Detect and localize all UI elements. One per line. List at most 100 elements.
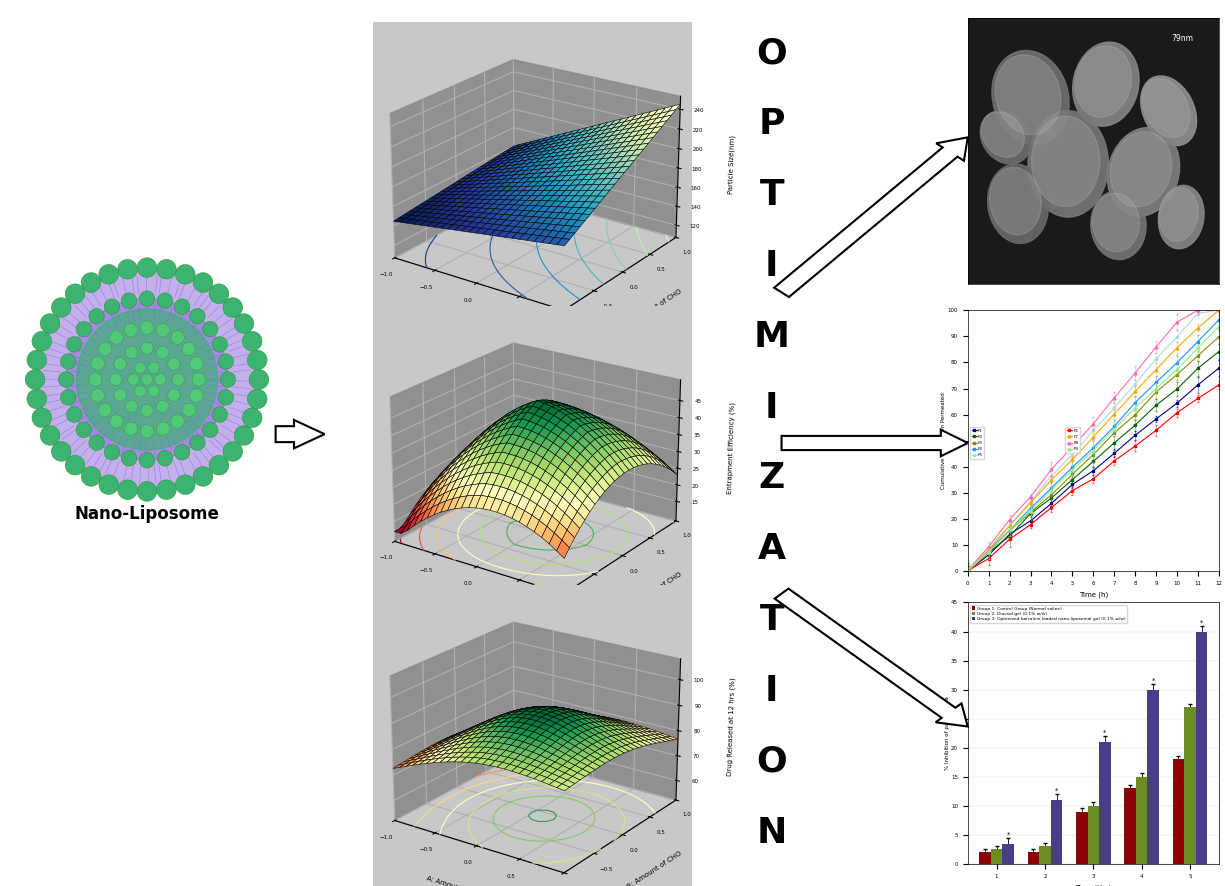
F1 [1107, 448, 1122, 459]
Bar [1051, 800, 1062, 864]
F2 [1149, 400, 1164, 410]
Circle shape [247, 389, 267, 408]
F1 [1065, 479, 1079, 490]
Circle shape [141, 342, 153, 354]
F5 [1002, 520, 1017, 531]
F2 [1087, 456, 1101, 467]
FancyArrow shape [774, 588, 968, 727]
F6 [1087, 473, 1101, 484]
Ellipse shape [1159, 185, 1204, 249]
Circle shape [121, 293, 137, 308]
Circle shape [168, 358, 180, 370]
Circle shape [141, 374, 153, 385]
Circle shape [91, 357, 104, 370]
Line: F3: F3 [967, 336, 1220, 573]
F4 [1087, 442, 1101, 453]
F8 [1065, 441, 1079, 452]
F9 [960, 564, 975, 575]
Ellipse shape [1073, 43, 1139, 126]
F6 [1002, 534, 1017, 545]
Circle shape [121, 450, 137, 466]
Circle shape [212, 407, 228, 423]
Text: T: T [760, 603, 784, 637]
Circle shape [40, 314, 60, 333]
Line: F2: F2 [967, 350, 1220, 572]
F3 [1128, 409, 1143, 420]
Bar [1185, 707, 1196, 864]
Circle shape [118, 260, 137, 279]
F9 [981, 547, 996, 557]
Circle shape [157, 450, 173, 466]
Line: F8: F8 [967, 308, 1220, 571]
Circle shape [190, 308, 205, 324]
Circle shape [32, 331, 51, 351]
Circle shape [157, 480, 176, 500]
Circle shape [243, 408, 262, 428]
Y-axis label: Cumulative % Baicalein Permeated: Cumulative % Baicalein Permeated [941, 392, 946, 489]
Circle shape [66, 299, 228, 461]
Circle shape [125, 400, 137, 413]
F3 [1107, 427, 1122, 438]
Text: I: I [764, 674, 779, 708]
F2 [1191, 363, 1205, 374]
F5 [1128, 378, 1143, 389]
Text: Nano-Liposome: Nano-Liposome [75, 505, 219, 524]
Ellipse shape [1143, 79, 1189, 137]
Circle shape [137, 482, 157, 501]
F2 [1065, 474, 1079, 485]
F9 [1087, 445, 1101, 455]
Line: F1: F1 [967, 367, 1220, 572]
F3 [1044, 489, 1058, 500]
Circle shape [170, 415, 184, 428]
F3 [1212, 331, 1225, 342]
Circle shape [247, 350, 267, 369]
F7 [1170, 342, 1185, 353]
F8 [1128, 368, 1143, 378]
F7 [1023, 497, 1038, 508]
F7 [1044, 475, 1058, 486]
F4 [1191, 337, 1205, 347]
F1 [1128, 430, 1143, 440]
F9 [1002, 525, 1017, 535]
Ellipse shape [1090, 190, 1147, 260]
Text: *: * [1007, 832, 1009, 838]
Circle shape [81, 273, 100, 292]
F1 [981, 549, 996, 560]
F6 [960, 565, 975, 576]
F2 [1044, 493, 1058, 503]
Circle shape [157, 293, 173, 308]
F8 [960, 565, 975, 576]
F6 [1170, 408, 1185, 418]
Ellipse shape [992, 51, 1069, 144]
Circle shape [27, 389, 47, 408]
Text: *: * [1152, 678, 1155, 684]
Circle shape [157, 422, 170, 436]
Circle shape [223, 298, 243, 317]
Circle shape [223, 441, 243, 462]
F8 [1191, 305, 1205, 315]
Circle shape [98, 342, 111, 356]
F7 [1212, 305, 1225, 315]
F1 [1087, 465, 1101, 476]
Circle shape [38, 270, 256, 488]
Circle shape [32, 408, 51, 428]
Circle shape [140, 321, 154, 334]
F8 [1212, 305, 1225, 315]
F9 [1170, 364, 1185, 375]
F5 [1149, 354, 1164, 364]
Bar [1088, 805, 1099, 864]
Circle shape [98, 403, 111, 416]
F5 [1023, 496, 1038, 507]
F5 [960, 566, 975, 577]
Circle shape [202, 422, 218, 438]
F2 [1212, 346, 1225, 357]
Circle shape [172, 373, 184, 385]
Circle shape [135, 385, 146, 397]
Circle shape [76, 322, 92, 337]
F9 [1191, 343, 1205, 354]
Text: N: N [757, 816, 786, 850]
F6 [1149, 425, 1164, 436]
Bar [991, 850, 1002, 864]
Circle shape [124, 323, 137, 337]
Bar [1002, 843, 1014, 864]
